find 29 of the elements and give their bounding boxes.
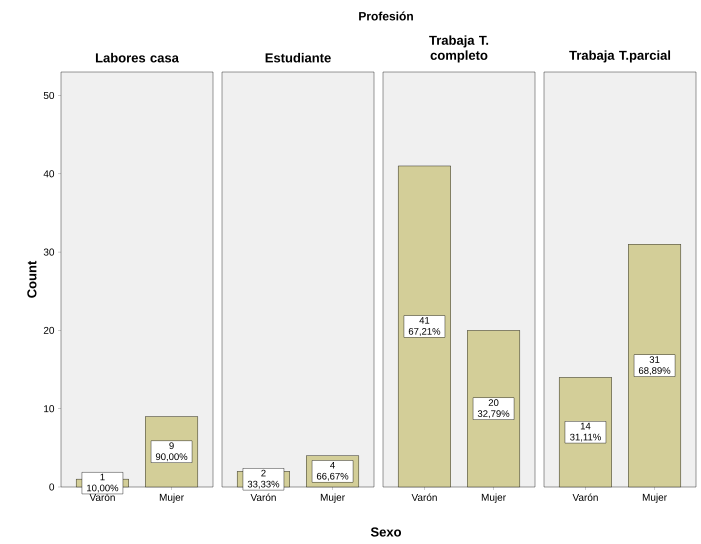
y-tick-label: 30 (44, 248, 54, 256)
x-tick-label: Mujer (482, 494, 506, 503)
y-tick-label: 0 (49, 483, 54, 491)
data-label: 1 10,00% (87, 474, 118, 492)
x-tick-label: Varón (412, 494, 437, 501)
y-tick-label: 20 (44, 326, 54, 334)
chart-title: Labores casa (96, 52, 179, 62)
x-tick-label: Varón (572, 494, 598, 501)
x-axis-title: Sexo (370, 527, 402, 537)
x-tick-label: Mujer (642, 494, 667, 503)
chart-title: Estudiante (266, 52, 331, 62)
data-label: 2 33,33% (248, 470, 280, 489)
data-label: 41 67,21% (408, 317, 440, 336)
data-label: 14 31,11% (570, 422, 601, 442)
x-tick-label: Varón (90, 494, 115, 501)
x-tick-label: Mujer (160, 494, 184, 503)
text: Profesión (359, 12, 413, 20)
data-label: 20 32,79% (478, 399, 510, 418)
data-label: 4 66,67% (316, 462, 348, 481)
y-tick-label: 10 (44, 405, 54, 412)
y-tick-label: 50 (44, 92, 54, 100)
chart-title: Trabaja T. completo (429, 35, 488, 62)
y-tick-label: 40 (44, 170, 54, 178)
data-label: 9 90,00% (156, 442, 188, 462)
y-axis-title: Count (27, 260, 36, 298)
x-tick-label: Varón (250, 494, 276, 501)
chart-title: Trabaja T.parcial (569, 50, 670, 62)
data-label: 31 68,89% (638, 356, 670, 376)
x-tick-label: Mujer (320, 494, 345, 503)
